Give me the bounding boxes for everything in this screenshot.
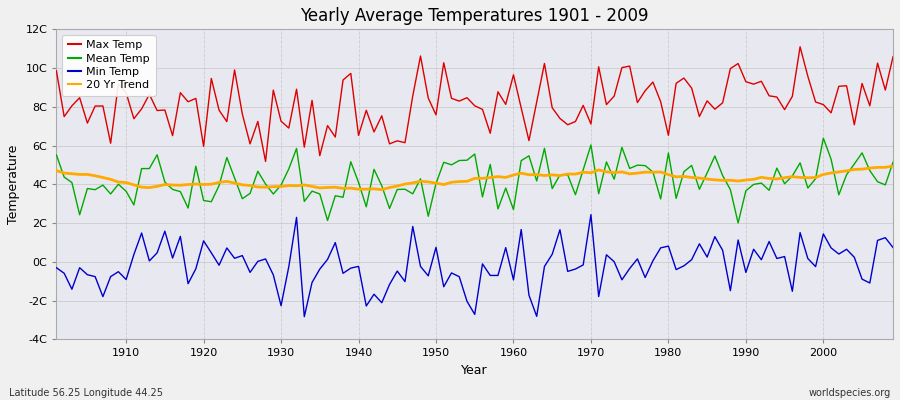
Text: Latitude 56.25 Longitude 44.25: Latitude 56.25 Longitude 44.25 [9, 388, 163, 398]
Title: Yearly Average Temperatures 1901 - 2009: Yearly Average Temperatures 1901 - 2009 [301, 7, 649, 25]
Legend: Max Temp, Mean Temp, Min Temp, 20 Yr Trend: Max Temp, Mean Temp, Min Temp, 20 Yr Tre… [62, 35, 156, 96]
Y-axis label: Temperature: Temperature [7, 145, 20, 224]
X-axis label: Year: Year [462, 364, 488, 377]
Text: worldspecies.org: worldspecies.org [809, 388, 891, 398]
